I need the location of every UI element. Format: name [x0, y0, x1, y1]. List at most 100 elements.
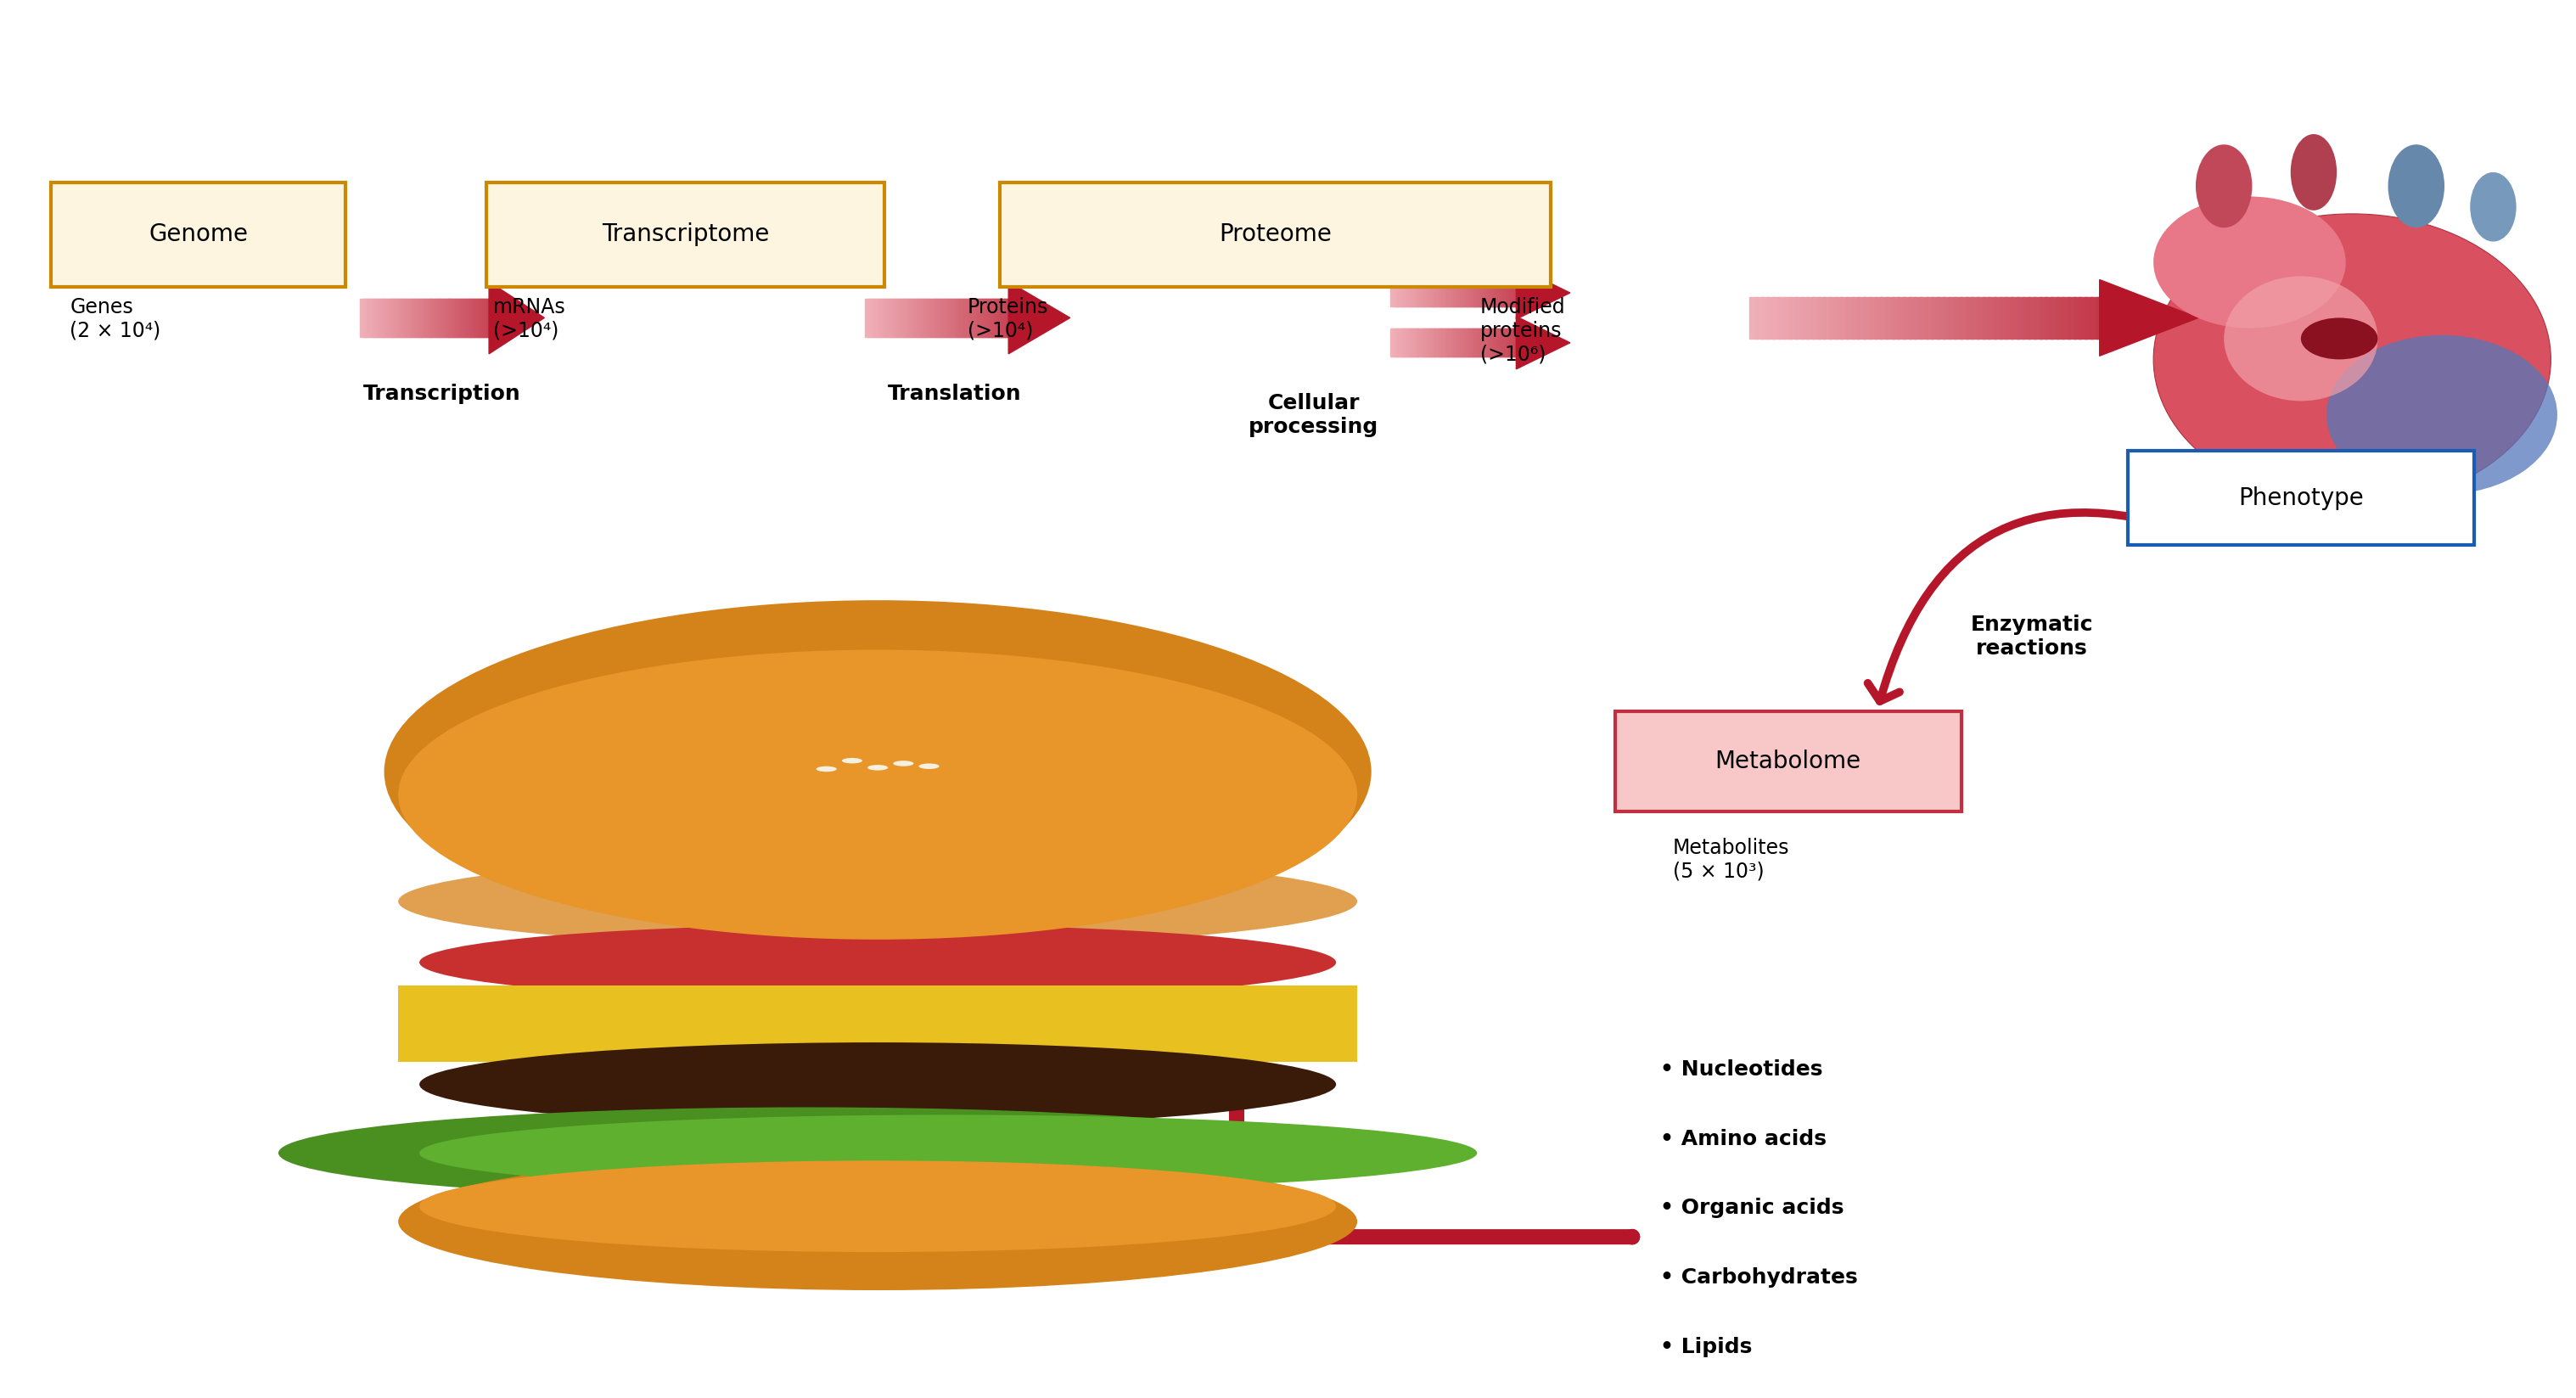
Bar	[466, 298, 471, 337]
Bar	[402, 298, 407, 337]
Bar	[1443, 329, 1448, 356]
Bar	[412, 298, 417, 337]
Bar	[399, 298, 404, 337]
Bar	[1512, 280, 1515, 306]
Bar	[422, 298, 428, 337]
Bar	[971, 298, 976, 337]
Bar	[1399, 280, 1404, 306]
Bar	[1440, 329, 1445, 356]
Bar	[2097, 296, 2105, 338]
Bar	[1960, 296, 1968, 338]
Bar	[1515, 329, 1520, 356]
Bar	[940, 298, 945, 337]
Bar	[943, 298, 948, 337]
Bar	[2027, 296, 2035, 338]
Bar	[884, 298, 889, 337]
Bar	[456, 298, 461, 337]
Bar	[1396, 280, 1401, 306]
Bar	[1801, 296, 1808, 338]
Bar	[1430, 329, 1435, 356]
Text: • Organic acids: • Organic acids	[1659, 1198, 1844, 1219]
Bar	[1862, 296, 1870, 338]
Text: Transcriptome: Transcriptome	[603, 222, 770, 246]
Bar	[899, 298, 904, 337]
Bar	[1919, 296, 1929, 338]
Bar	[1499, 329, 1504, 356]
FancyBboxPatch shape	[52, 183, 345, 287]
Bar	[1404, 280, 1409, 306]
Bar	[1494, 280, 1497, 306]
Bar	[1806, 296, 1814, 338]
Text: • Carbohydrates: • Carbohydrates	[1659, 1268, 1857, 1288]
Ellipse shape	[894, 761, 914, 766]
Bar	[2022, 296, 2030, 338]
Bar	[945, 298, 951, 337]
Ellipse shape	[2300, 317, 2378, 359]
Bar	[1984, 296, 1991, 338]
Bar	[461, 298, 466, 337]
Ellipse shape	[842, 758, 863, 763]
Ellipse shape	[2154, 197, 2347, 329]
Bar	[1868, 296, 1878, 338]
Ellipse shape	[420, 1114, 1476, 1191]
Bar	[1489, 329, 1494, 356]
Bar	[1427, 280, 1432, 306]
Ellipse shape	[817, 766, 837, 772]
Bar	[487, 298, 492, 337]
Bar	[1510, 329, 1515, 356]
Text: Environment: Environment	[989, 1014, 1151, 1036]
Bar	[394, 298, 399, 337]
Bar	[1494, 280, 1499, 306]
Text: Transcription: Transcription	[363, 384, 520, 404]
Bar	[1512, 280, 1517, 306]
Bar	[1396, 280, 1399, 306]
Text: Genes
(2 × 10⁴): Genes (2 × 10⁴)	[70, 296, 162, 341]
Bar	[384, 298, 389, 337]
Bar	[1473, 329, 1479, 356]
Ellipse shape	[399, 650, 1358, 939]
Bar	[1412, 280, 1417, 306]
Bar	[1783, 296, 1793, 338]
Bar	[1767, 296, 1775, 338]
Bar	[1510, 280, 1515, 306]
Bar	[1005, 298, 1010, 337]
Bar	[1419, 329, 1425, 356]
Bar	[966, 298, 971, 337]
Bar	[1468, 329, 1473, 356]
Bar	[1461, 329, 1466, 356]
FancyBboxPatch shape	[999, 183, 1551, 287]
Bar	[948, 298, 953, 337]
Bar	[407, 298, 412, 337]
Bar	[484, 298, 489, 337]
Bar	[1468, 280, 1473, 306]
Bar	[448, 298, 453, 337]
Bar	[1445, 280, 1450, 306]
Text: Modified
proteins
(>10⁶): Modified proteins (>10⁶)	[1481, 296, 1566, 365]
Bar	[435, 298, 440, 337]
Bar	[974, 298, 979, 337]
Bar	[992, 298, 997, 337]
Ellipse shape	[2308, 464, 2473, 517]
Bar	[1811, 296, 1821, 338]
Bar	[386, 298, 392, 337]
Bar	[2004, 296, 2014, 338]
Text: Cellular
processing: Cellular processing	[1249, 393, 1378, 436]
Bar	[1455, 329, 1458, 356]
Bar	[907, 298, 912, 337]
Bar	[1435, 329, 1437, 356]
Ellipse shape	[920, 763, 940, 769]
Bar	[1435, 280, 1437, 306]
Bar	[987, 298, 992, 337]
Polygon shape	[1007, 282, 1069, 354]
Bar	[2069, 296, 2076, 338]
Bar	[1777, 296, 1785, 338]
Bar	[951, 298, 956, 337]
Bar	[1448, 329, 1453, 356]
Bar	[2040, 296, 2048, 338]
Bar	[979, 298, 984, 337]
Bar	[1435, 280, 1440, 306]
Bar	[1914, 296, 1922, 338]
Bar	[446, 298, 451, 337]
Bar	[440, 298, 446, 337]
Bar	[1409, 280, 1414, 306]
